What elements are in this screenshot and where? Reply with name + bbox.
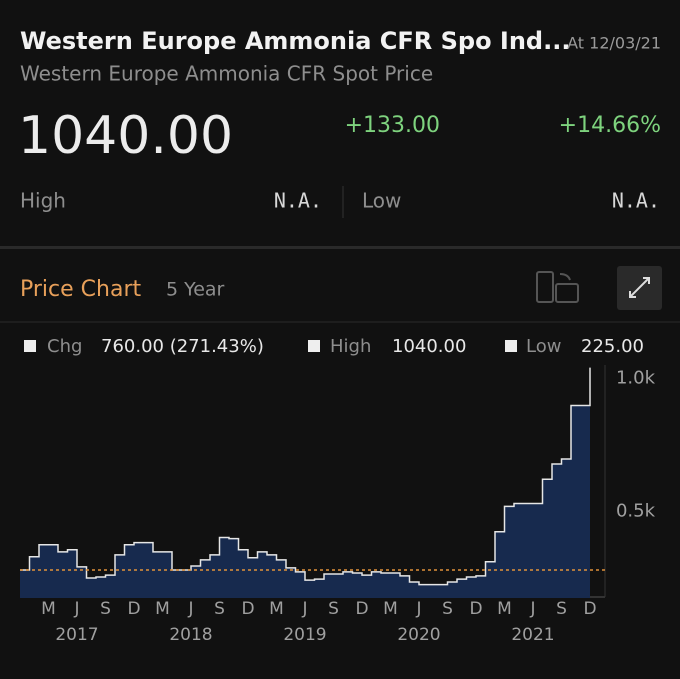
legend-value: 225.00 bbox=[581, 336, 644, 357]
x-tick-label: S bbox=[328, 599, 339, 619]
high-value: N.A. bbox=[274, 189, 322, 213]
separator bbox=[0, 246, 680, 249]
x-tick-label: J bbox=[415, 599, 421, 619]
x-tick-label: J bbox=[187, 599, 193, 619]
x-tick-label: M bbox=[269, 599, 284, 619]
legend-value: 1040.00 bbox=[392, 336, 466, 357]
x-tick-label: D bbox=[583, 599, 596, 619]
x-tick-label: M bbox=[155, 599, 170, 619]
legend-value: 760.00 (271.43%) bbox=[101, 336, 264, 357]
x-tick-label: S bbox=[442, 599, 453, 619]
area bbox=[20, 367, 590, 598]
price-line bbox=[20, 367, 591, 586]
legend-label: High bbox=[330, 336, 371, 357]
x-tick-label: D bbox=[355, 599, 368, 619]
section-title: Price Chart bbox=[20, 277, 141, 302]
year-label: 2018 bbox=[169, 625, 212, 645]
title: Western Europe Ammonia CFR Spo Ind... bbox=[20, 27, 570, 55]
x-tick-label: S bbox=[100, 599, 111, 619]
x-tick-label: S bbox=[556, 599, 567, 619]
x-tick-label: M bbox=[497, 599, 512, 619]
x-tick-label: D bbox=[469, 599, 482, 619]
change-percent: +14.66% bbox=[559, 113, 661, 138]
legend-swatch bbox=[505, 340, 517, 352]
low-label: Low bbox=[362, 189, 401, 213]
x-tick-label: J bbox=[529, 599, 535, 619]
x-tick-label: M bbox=[383, 599, 398, 619]
legend-label: Chg bbox=[47, 336, 82, 357]
year-label: 2020 bbox=[397, 625, 440, 645]
subtitle: Western Europe Ammonia CFR Spot Price bbox=[20, 62, 433, 86]
timestamp: At 12/03/21 bbox=[567, 34, 661, 53]
year-label: 2019 bbox=[283, 625, 326, 645]
period: 5 Year bbox=[166, 279, 225, 301]
x-tick-label: J bbox=[73, 599, 79, 619]
year-label: 2021 bbox=[511, 625, 554, 645]
legend-swatch bbox=[24, 340, 36, 352]
x-tick-label: M bbox=[41, 599, 56, 619]
price: 1040.00 bbox=[18, 106, 233, 166]
y-tick-label: 1.0k bbox=[616, 367, 656, 388]
legend-label: Low bbox=[526, 336, 561, 357]
legend: Chg 760.00 (271.43%) High 1040.00 Low 225.00 bbox=[24, 336, 644, 357]
year-label: 2017 bbox=[55, 625, 98, 645]
legend-swatch bbox=[308, 340, 320, 352]
y-tick-label: 0.5k bbox=[616, 500, 656, 521]
x-tick-label: J bbox=[301, 599, 307, 619]
change: +133.00 bbox=[345, 113, 440, 138]
x-tick-label: D bbox=[241, 599, 254, 619]
x-tick-label: S bbox=[214, 599, 225, 619]
expand-button[interactable] bbox=[617, 266, 662, 310]
rotate-icon[interactable] bbox=[536, 271, 579, 303]
x-tick-label: D bbox=[127, 599, 140, 619]
high-label: High bbox=[20, 189, 66, 213]
low-value: N.A. bbox=[612, 189, 660, 213]
